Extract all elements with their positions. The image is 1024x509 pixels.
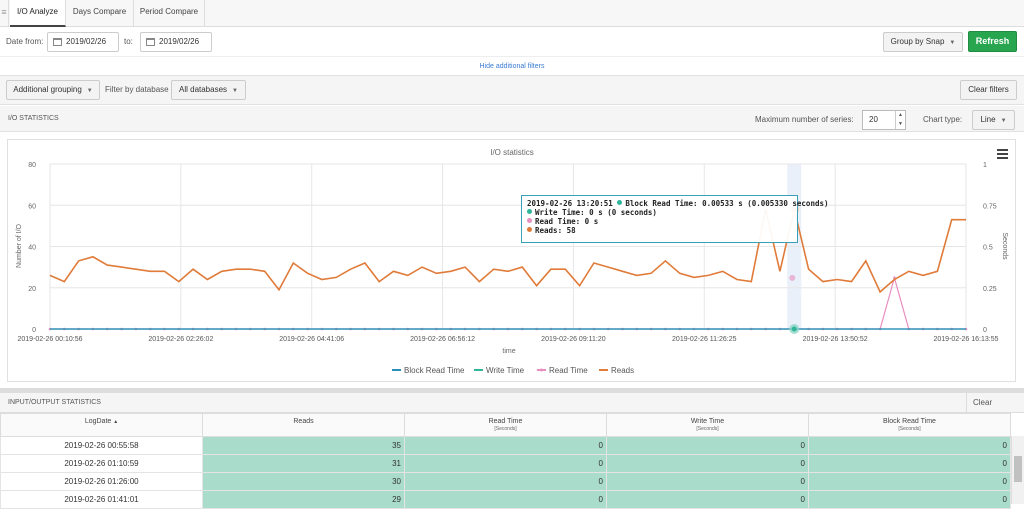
chevron-down-icon: ▼	[949, 40, 956, 46]
chevron-down-icon: ▼	[232, 88, 238, 94]
column-header-reads[interactable]: Reads	[202, 413, 405, 437]
date-to-label: to:	[124, 37, 133, 46]
cell-reads: 29	[202, 490, 405, 509]
chart-type-dropdown[interactable]: Line ▼	[972, 110, 1015, 130]
calendar-icon	[146, 38, 155, 46]
chart-type-label: Chart type:	[923, 115, 963, 124]
cell-reads: 35	[202, 436, 405, 455]
hide-filters-link-label[interactable]: Hide additional filters	[479, 63, 545, 70]
calendar-icon	[53, 38, 62, 46]
cell-logdate: 2019-02-26 01:26:00	[0, 472, 203, 491]
io-statistics-header: I/O STATISTICS Maximum number of series:…	[0, 106, 1024, 132]
hamburger-menu-icon[interactable]	[997, 149, 1008, 159]
column-header-block-read-time[interactable]: Block Read Time [Seconds]	[808, 413, 1011, 437]
cell-write-time: 0	[606, 454, 809, 473]
tooltip-read-time: Read Time: 0 s	[535, 217, 599, 226]
cell-logdate: 2019-02-26 01:10:59	[0, 454, 203, 473]
cell-read-time: 0	[404, 490, 607, 509]
table-scrollbar[interactable]	[1011, 436, 1024, 504]
database-dropdown[interactable]: All databases ▼	[171, 80, 246, 100]
tooltip-reads: Reads: 58	[535, 226, 576, 235]
max-series-stepper[interactable]: 20 ▲ ▼	[862, 110, 906, 130]
refresh-button[interactable]: Refresh	[968, 31, 1017, 52]
tab-period-compare[interactable]: Period Compare	[134, 0, 205, 27]
tab-bar: ≡ I/O Analyze Days Compare Period Compar…	[0, 0, 1024, 27]
cell-block-read-time: 0	[808, 436, 1011, 455]
table-row[interactable]: 2019-02-26 01:41:01 29 0 0 0	[0, 490, 1011, 509]
column-header-read-time[interactable]: Read Time [Seconds]	[404, 413, 607, 437]
column-header-write-time[interactable]: Write Time [Seconds]	[606, 413, 809, 437]
tooltip-write-time: Write Time: 0 s (0 seconds)	[535, 208, 657, 217]
column-header-logdate[interactable]: LogDate ▲	[0, 413, 203, 437]
section-title: I/O STATISTICS	[8, 115, 59, 122]
date-from-label: Date from:	[6, 37, 44, 46]
chart-tooltip: 2019-02-26 13:20:51 Block Read Time: 0.0…	[521, 195, 829, 243]
tooltip-time: 2019-02-26 13:20:51	[527, 199, 613, 208]
cell-read-time: 0	[404, 472, 607, 491]
io-statistics-table: LogDate ▲ Reads Read Time [Seconds] Write…	[0, 413, 1011, 509]
cell-reads: 30	[202, 472, 405, 491]
tab-days-compare[interactable]: Days Compare	[66, 0, 134, 27]
table-row[interactable]: 2019-02-26 01:10:59 31 0 0 0	[0, 454, 1011, 473]
date-range-row: Date from: 2019/02/26 to: 2019/02/26 Gro…	[0, 27, 1024, 57]
cell-block-read-time: 0	[808, 454, 1011, 473]
panel-divider[interactable]	[0, 388, 1024, 393]
stepper-arrows-icon[interactable]: ▲ ▼	[895, 111, 905, 129]
hide-filters-link[interactable]: Hide additional filters	[0, 58, 1024, 75]
clear-selection-button[interactable]: Clear selection	[966, 393, 1024, 427]
clear-filters-button[interactable]: Clear filters	[960, 80, 1017, 100]
cell-reads: 31	[202, 454, 405, 473]
section-title: INPUT/OUTPUT STATISTICS	[8, 399, 101, 406]
tooltip-block-read: Block Read Time: 0.00533 s (0.005330 sec…	[625, 199, 829, 208]
cell-read-time: 0	[404, 436, 607, 455]
series-dot-icon	[527, 209, 532, 214]
cell-logdate: 2019-02-26 00:55:58	[0, 436, 203, 455]
chevron-down-icon: ▼	[1000, 118, 1007, 124]
cell-logdate: 2019-02-26 01:41:01	[0, 490, 203, 509]
chevron-down-icon: ▼	[86, 88, 93, 94]
filter-by-database-label: Filter by database	[105, 85, 169, 94]
series-dot-icon	[527, 218, 532, 223]
cell-block-read-time: 0	[808, 472, 1011, 491]
filter-bar: Additional grouping ▼ Filter by database …	[0, 75, 1024, 105]
cell-block-read-time: 0	[808, 490, 1011, 509]
cell-write-time: 0	[606, 472, 809, 491]
chart-container	[7, 139, 1016, 382]
max-series-label: Maximum number of series:	[755, 115, 854, 124]
table-row[interactable]: 2019-02-26 01:26:00 30 0 0 0	[0, 472, 1011, 491]
cell-read-time: 0	[404, 454, 607, 473]
table-row[interactable]: 2019-02-26 00:55:58 35 0 0 0	[0, 436, 1011, 455]
cell-write-time: 0	[606, 490, 809, 509]
drag-handle-icon[interactable]: ≡	[0, 0, 9, 26]
series-dot-icon	[617, 200, 623, 205]
scrollbar-thumb[interactable]	[1014, 456, 1022, 482]
sort-ascending-icon: ▲	[113, 419, 119, 425]
cell-write-time: 0	[606, 436, 809, 455]
tab-io-analyze[interactable]: I/O Analyze	[10, 0, 66, 27]
date-from-field[interactable]: 2019/02/26	[47, 32, 119, 52]
date-to-field[interactable]: 2019/02/26	[140, 32, 212, 52]
series-dot-icon	[527, 227, 532, 232]
io-table-header: INPUT/OUTPUT STATISTICS Clear selection	[0, 393, 1024, 427]
additional-grouping-dropdown[interactable]: Additional grouping ▼	[6, 80, 100, 100]
group-by-dropdown[interactable]: Group by Snap ▼	[883, 32, 963, 52]
